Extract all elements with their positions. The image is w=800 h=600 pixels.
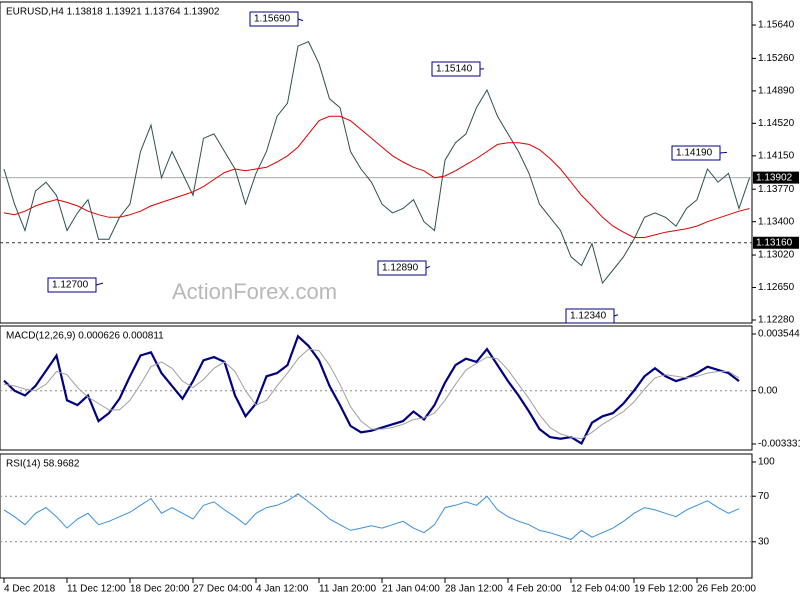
annotation-line — [613, 314, 619, 317]
x-tick-label: 11 Dec 12:00 — [67, 584, 126, 595]
series-line — [3, 493, 740, 541]
level-label: 1.13160 — [756, 237, 793, 248]
annotation-label: 1.12700 — [52, 280, 89, 291]
x-tick-label: 4 Feb 20:00 — [508, 584, 562, 595]
annotation-box — [431, 61, 481, 77]
y-tick-label: 1.12280 — [758, 315, 795, 326]
annotation-label: 1.15690 — [254, 14, 291, 25]
annotation-line — [297, 18, 304, 22]
x-tick-label: 12 Feb 04:00 — [571, 584, 630, 595]
annotation-box — [565, 308, 615, 324]
x-tick-label: 26 Feb 20:00 — [697, 584, 756, 595]
y-tick-label: 1.13400 — [758, 216, 795, 227]
y-tick-label: 70 — [758, 491, 770, 502]
y-tick-label: 1.14150 — [758, 150, 795, 161]
y-tick-label: 0.00 — [758, 385, 778, 396]
series-line — [3, 348, 740, 440]
x-tick-label: 27 Dec 04:00 — [193, 584, 253, 595]
annotation-line — [95, 282, 104, 286]
y-tick-label: 1.15260 — [758, 53, 795, 64]
annotation-box — [47, 277, 97, 293]
x-tick-label: 28 Jan 12:00 — [445, 584, 503, 595]
x-tick-label: 4 Dec 2018 — [4, 584, 56, 595]
annotation-label: 1.14190 — [676, 148, 713, 159]
price-box — [753, 236, 799, 249]
x-tick-label: 21 Jan 04:00 — [382, 584, 440, 595]
series-line — [3, 41, 750, 285]
y-tick-label: 1.12650 — [758, 282, 795, 293]
x-tick-label: 11 Jan 20:00 — [319, 584, 377, 595]
panel-title: MACD(12,26,9) 0.000626 0.000811 — [6, 331, 164, 342]
watermark: ActionForex.com — [172, 279, 337, 304]
y-tick-label: 1.14520 — [758, 118, 795, 129]
x-tick-label: 19 Feb 12:00 — [634, 584, 693, 595]
current-price-label: 1.13902 — [756, 172, 793, 183]
annotation-label: 1.12890 — [382, 263, 419, 274]
panel-title: RSI(14) 58.9682 — [6, 459, 80, 470]
y-tick-label: 30 — [758, 536, 770, 547]
x-tick-label: 18 Dec 20:00 — [130, 584, 190, 595]
annotation-box — [671, 145, 721, 161]
series-line — [3, 334, 740, 446]
y-tick-label: 1.14890 — [758, 86, 795, 97]
annotation-box — [377, 260, 427, 276]
panel-frame — [0, 453, 753, 579]
y-tick-label: 100 — [758, 457, 775, 468]
annotation-box — [249, 11, 299, 27]
series-line — [3, 115, 750, 238]
x-tick-label: 4 Jan 12:00 — [256, 584, 309, 595]
y-tick-label: 1.13770 — [758, 184, 795, 195]
annotation-line — [719, 151, 728, 154]
panel-frame — [0, 325, 753, 451]
y-tick-label: 1.13020 — [758, 250, 795, 261]
y-tick-label: -0.003331 — [758, 439, 800, 450]
panel-frame — [0, 1, 753, 324]
y-tick-label: 1.15640 — [758, 20, 795, 31]
y-tick-label: 0.003544 — [758, 329, 800, 340]
annotation-label: 1.15140 — [436, 64, 473, 75]
panel-title: EURUSD,H4 1.13818 1.13921 1.13764 1.1390… — [6, 7, 220, 18]
annotation-label: 1.12340 — [570, 311, 607, 322]
annotation-line — [425, 265, 431, 269]
price-box — [753, 171, 799, 184]
